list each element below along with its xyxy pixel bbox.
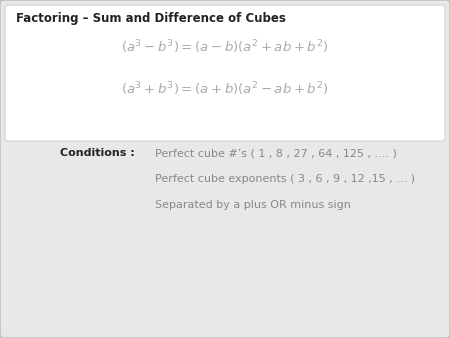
Text: Perfect cube exponents ( 3 , 6 , 9 , 12 ,15 , ... ): Perfect cube exponents ( 3 , 6 , 9 , 12 …	[155, 174, 415, 184]
FancyBboxPatch shape	[5, 5, 445, 141]
Text: Factoring – Sum and Difference of Cubes: Factoring – Sum and Difference of Cubes	[16, 12, 286, 25]
Text: Separated by a plus OR minus sign: Separated by a plus OR minus sign	[155, 200, 351, 210]
Text: Conditions :: Conditions :	[60, 148, 135, 158]
Text: Perfect cube #’s ( 1 , 8 , 27 , 64 , 125 , .... ): Perfect cube #’s ( 1 , 8 , 27 , 64 , 125…	[155, 148, 397, 158]
Text: $\left(a^3-b^3\right)=\left(a-b\right)\left(a^2+ab+b^2\right)$: $\left(a^3-b^3\right)=\left(a-b\right)\l…	[122, 38, 328, 55]
Text: $\left(a^3+b^3\right)=\left(a+b\right)\left(a^2-ab+b^2\right)$: $\left(a^3+b^3\right)=\left(a+b\right)\l…	[122, 80, 328, 98]
